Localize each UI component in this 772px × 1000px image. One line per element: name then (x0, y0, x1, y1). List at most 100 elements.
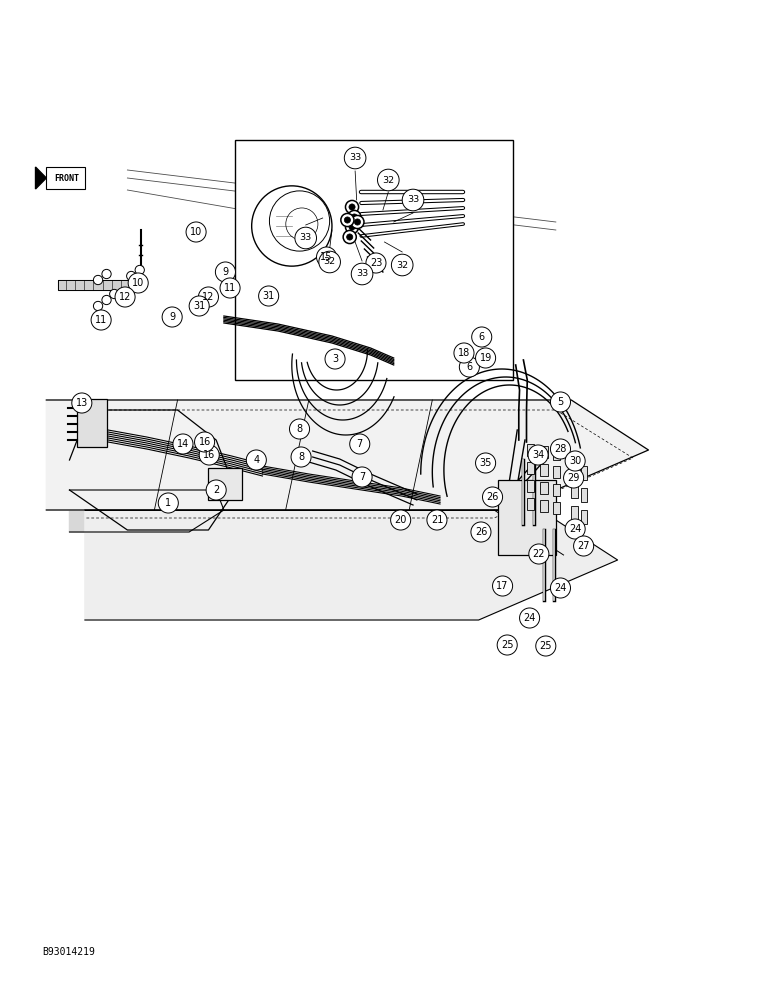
Text: 8: 8 (298, 452, 304, 462)
Circle shape (220, 278, 240, 298)
Circle shape (352, 467, 372, 487)
Circle shape (344, 147, 366, 169)
Circle shape (493, 576, 513, 596)
Text: 7: 7 (357, 439, 363, 449)
Text: 21: 21 (431, 515, 443, 525)
Text: 9: 9 (169, 312, 175, 322)
Text: 24: 24 (523, 613, 536, 623)
Circle shape (252, 186, 332, 266)
Text: 2: 2 (213, 485, 219, 495)
Circle shape (366, 253, 386, 273)
Circle shape (471, 522, 491, 542)
Circle shape (325, 349, 345, 369)
Text: 24: 24 (554, 583, 567, 593)
Polygon shape (36, 167, 46, 189)
Circle shape (102, 295, 111, 305)
Circle shape (115, 287, 135, 307)
Text: 11: 11 (224, 283, 236, 293)
Text: 31: 31 (193, 301, 205, 311)
Circle shape (550, 392, 571, 412)
Text: 31: 31 (262, 291, 275, 301)
Text: 6: 6 (466, 362, 472, 372)
Text: 4: 4 (253, 455, 259, 465)
Bar (498, 480, 556, 555)
Circle shape (269, 191, 330, 251)
Circle shape (346, 220, 359, 234)
Text: 8: 8 (296, 424, 303, 434)
Text: 11: 11 (95, 315, 107, 325)
Bar (540, 482, 548, 494)
Circle shape (349, 224, 355, 230)
Circle shape (199, 445, 219, 465)
Bar (208, 468, 242, 500)
Circle shape (186, 222, 206, 242)
Circle shape (528, 445, 548, 465)
Bar (553, 502, 560, 514)
Text: 1: 1 (165, 498, 171, 508)
Bar (527, 480, 534, 492)
Polygon shape (85, 510, 618, 620)
Text: 32: 32 (382, 176, 394, 185)
Circle shape (291, 447, 311, 467)
Text: 14: 14 (177, 439, 189, 449)
Text: 26: 26 (475, 527, 487, 537)
Circle shape (286, 208, 318, 240)
Circle shape (195, 432, 215, 452)
Circle shape (347, 234, 353, 240)
Text: 16: 16 (203, 450, 215, 460)
Circle shape (93, 275, 103, 285)
Text: 29: 29 (567, 473, 580, 483)
Text: 23: 23 (370, 258, 382, 268)
Circle shape (565, 451, 585, 471)
Circle shape (128, 273, 148, 293)
Circle shape (529, 544, 549, 564)
Circle shape (93, 301, 103, 311)
Circle shape (162, 307, 182, 327)
Text: 33: 33 (407, 196, 419, 205)
Circle shape (173, 434, 193, 454)
Circle shape (402, 189, 424, 211)
Circle shape (476, 453, 496, 473)
Text: 32: 32 (396, 260, 408, 269)
Circle shape (344, 230, 357, 244)
Bar (540, 446, 548, 458)
Bar (527, 498, 534, 510)
Polygon shape (58, 280, 143, 290)
Bar (77, 399, 107, 447)
Circle shape (354, 219, 361, 225)
Text: 3: 3 (332, 354, 338, 364)
Circle shape (206, 480, 226, 500)
Circle shape (459, 357, 479, 377)
Text: 9: 9 (222, 267, 229, 277)
Polygon shape (69, 490, 224, 532)
Text: 6: 6 (479, 332, 485, 342)
Circle shape (565, 519, 585, 539)
Circle shape (574, 536, 594, 556)
Bar (527, 462, 534, 474)
Circle shape (351, 214, 357, 220)
Circle shape (198, 287, 218, 307)
Bar (540, 500, 548, 512)
Circle shape (158, 493, 178, 513)
Circle shape (391, 254, 413, 276)
Text: 27: 27 (577, 541, 590, 551)
Text: 10: 10 (190, 227, 202, 237)
Circle shape (351, 263, 373, 285)
Circle shape (135, 265, 144, 275)
Circle shape (349, 204, 355, 210)
Circle shape (497, 635, 517, 655)
Circle shape (215, 262, 235, 282)
Circle shape (110, 289, 119, 299)
Circle shape (454, 343, 474, 363)
Text: 10: 10 (132, 278, 144, 288)
Circle shape (189, 296, 209, 316)
Circle shape (72, 393, 92, 413)
Text: 26: 26 (486, 492, 499, 502)
Circle shape (564, 468, 584, 488)
Bar (540, 464, 548, 476)
Circle shape (295, 227, 317, 249)
Text: 17: 17 (496, 581, 509, 591)
Circle shape (127, 271, 136, 281)
Text: 16: 16 (198, 437, 211, 447)
Text: 15: 15 (320, 252, 333, 262)
